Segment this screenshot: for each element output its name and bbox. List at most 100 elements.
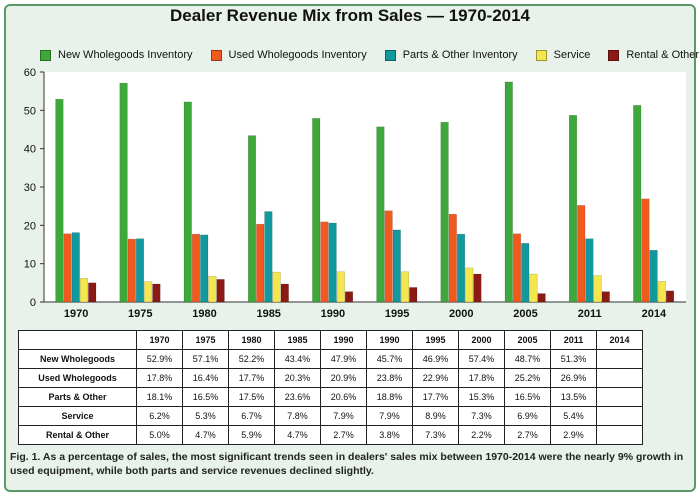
x-tick-label: 1990 xyxy=(321,308,345,320)
table-column-header: 2000 xyxy=(458,330,505,350)
table-cell: 52.2% xyxy=(228,349,275,369)
bar xyxy=(183,101,192,303)
table-cell: 3.8% xyxy=(366,425,413,445)
bar xyxy=(601,291,610,303)
bar xyxy=(135,238,145,303)
y-tick-label: 40 xyxy=(24,144,36,156)
table-cell: 23.8% xyxy=(366,368,413,388)
table-cell: 20.3% xyxy=(274,368,321,388)
table-cell: 7.3% xyxy=(412,425,459,445)
table-cell: 26.9% xyxy=(550,368,597,388)
table-cell: 2.7% xyxy=(504,425,551,445)
bar xyxy=(392,229,401,303)
bar xyxy=(191,233,201,303)
table-cell: 7.3% xyxy=(458,406,505,426)
legend-label: Parts & Other Inventory xyxy=(402,49,518,61)
x-tick-label: 2011 xyxy=(578,308,602,320)
table-cell: 2.2% xyxy=(458,425,505,445)
legend-item: Parts & Other Inventory xyxy=(384,49,518,61)
table-cell: 23.6% xyxy=(274,387,321,407)
bar xyxy=(537,293,546,303)
table-column-header: 2005 xyxy=(504,330,551,350)
y-tick-label: 0 xyxy=(30,297,36,309)
table-cell: 17.8% xyxy=(136,368,183,388)
legend-item: New Wholegoods Inventory xyxy=(40,49,193,61)
data-table: 1970 1975 1980 1985 1990 1990 1995 2000 2005 2011… xyxy=(18,330,643,445)
data-table-wrapper: 1970 1975 1980 1985 1990 1990 1995 2000 2005 2011… xyxy=(18,330,643,445)
table-cell: 8.9% xyxy=(412,406,459,426)
figure-caption: Fig. 1. As a percentage of sales, the mo… xyxy=(10,451,684,477)
x-tick-label: 1975 xyxy=(128,308,152,320)
table-row-label: Used Wholegoods xyxy=(18,368,137,388)
bar xyxy=(127,238,136,303)
table-corner-cell xyxy=(18,330,137,350)
table-cell: 17.7% xyxy=(412,387,459,407)
bar xyxy=(71,232,80,303)
bar xyxy=(88,282,97,303)
bar xyxy=(641,198,650,303)
table-column-header: 2014 xyxy=(596,330,643,350)
legend-item: Rental & Other xyxy=(608,49,699,61)
table-row: Service 6.2% 5.3% 6.7% 7.8% 7.9% 7.9% 8.9% 7.3% 6… xyxy=(18,406,643,426)
legend-label: Service xyxy=(553,49,591,61)
table-column-header: 1970 xyxy=(136,330,183,350)
table-cell: 17.5% xyxy=(228,387,275,407)
table-cell: 46.9% xyxy=(412,349,459,369)
table-cell: 25.2% xyxy=(504,368,551,388)
y-tick-label: 10 xyxy=(24,259,36,271)
table-cell: 5.0% xyxy=(136,425,183,445)
table-cell: 43.4% xyxy=(274,349,321,369)
bar xyxy=(320,221,329,303)
bar xyxy=(504,81,513,303)
table-row: Used Wholegoods 17.8% 16.4% 17.7% 20.3% 20.9%… xyxy=(18,368,643,388)
table-cell: 51.3% xyxy=(550,349,597,369)
bar xyxy=(272,271,281,303)
table-cell: 6.7% xyxy=(228,406,275,426)
table-row-label: Service xyxy=(18,406,137,426)
x-tick-label: 1995 xyxy=(385,308,409,320)
bar-chart: 0 10 20 30 40 50 60 1970 1975 1980 1985 1990 1995 200… xyxy=(24,67,686,320)
table-cell: 5.3% xyxy=(182,406,229,426)
bar xyxy=(440,121,449,303)
table-cell: 13.5% xyxy=(550,387,597,407)
table-cell: 16.5% xyxy=(504,387,551,407)
table-cell: 17.7% xyxy=(228,368,275,388)
table-column-header: 1990 xyxy=(366,330,413,350)
table-column-header: 1990 xyxy=(320,330,367,350)
table-cell: 18.1% xyxy=(136,387,183,407)
legend-swatch xyxy=(40,49,51,61)
table-cell xyxy=(596,349,643,369)
bar xyxy=(216,279,225,303)
table-cell: 2.7% xyxy=(320,425,367,445)
bar xyxy=(512,233,522,303)
legend-swatch xyxy=(608,49,620,61)
table-cell: 20.9% xyxy=(320,368,367,388)
legend-swatch xyxy=(210,49,222,61)
bar xyxy=(376,126,385,303)
table-cell: 7.8% xyxy=(274,406,321,426)
bar xyxy=(521,243,530,303)
chart-legend: New Wholegoods Inventory Used Wholegoods … xyxy=(40,46,699,64)
table-row-label: Rental & Other xyxy=(18,425,137,445)
bar xyxy=(529,273,538,303)
bar xyxy=(63,233,72,303)
y-tick-label: 60 xyxy=(24,67,36,79)
table-cell: 57.1% xyxy=(182,349,229,369)
bar xyxy=(448,213,457,303)
bar xyxy=(649,250,658,303)
bar xyxy=(79,277,89,303)
table-cell: 22.9% xyxy=(412,368,459,388)
bar xyxy=(144,281,153,303)
table-cell: 17.8% xyxy=(458,368,505,388)
bar xyxy=(312,118,321,303)
bar xyxy=(336,271,345,303)
table-cell: 5.9% xyxy=(228,425,275,445)
bar xyxy=(264,211,273,303)
table-cell xyxy=(596,425,643,445)
table-cell: 7.9% xyxy=(366,406,413,426)
table-cell: 2.9% xyxy=(550,425,597,445)
bar xyxy=(200,234,209,303)
x-tick-label: 1980 xyxy=(192,308,216,320)
table-column-header: 1980 xyxy=(228,330,275,350)
bar xyxy=(400,271,410,303)
